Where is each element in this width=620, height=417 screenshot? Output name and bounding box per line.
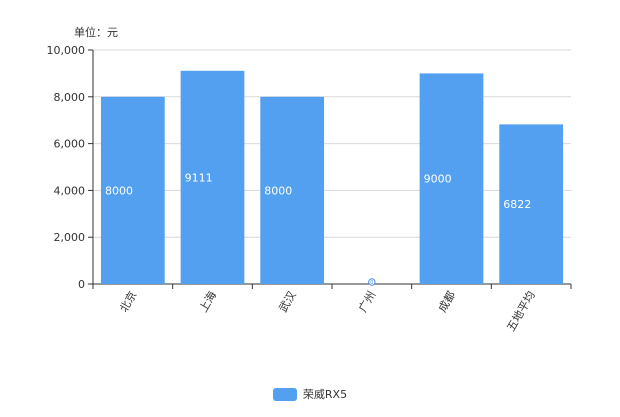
y-tick-label: 2,000 <box>54 231 86 244</box>
data-label: 0 <box>370 280 373 286</box>
legend-swatch <box>272 387 297 401</box>
legend-label: 荣威RX5 <box>302 388 348 401</box>
unit-label: 单位：元 <box>74 26 118 39</box>
bar <box>260 96 325 284</box>
bar <box>419 73 484 285</box>
y-tick-label: 4,000 <box>54 184 86 197</box>
x-tick-label: 上海 <box>196 289 219 315</box>
legend[interactable]: 荣威RX5 <box>0 386 620 402</box>
x-tick-label: 广州 <box>356 289 378 315</box>
y-tick-label: 6,000 <box>54 138 86 151</box>
bar <box>499 124 564 284</box>
y-tick-label: 8,000 <box>54 91 86 104</box>
x-tick-label: 北京 <box>116 289 139 315</box>
x-tick-label: 武汉 <box>277 289 299 315</box>
zero-value-marker <box>368 278 376 286</box>
data-label: 9111 <box>185 171 213 184</box>
y-tick-label: 0 <box>78 278 85 291</box>
y-tick-label: 10,000 <box>47 44 86 57</box>
x-tick-label: 成都 <box>436 289 458 315</box>
x-tick-label: 五地平均 <box>505 289 538 334</box>
bar <box>100 96 165 284</box>
data-label: 8000 <box>105 184 133 197</box>
bar <box>180 70 245 284</box>
data-label: 6822 <box>503 198 531 211</box>
data-label: 8000 <box>264 184 292 197</box>
data-label: 9000 <box>424 173 452 186</box>
